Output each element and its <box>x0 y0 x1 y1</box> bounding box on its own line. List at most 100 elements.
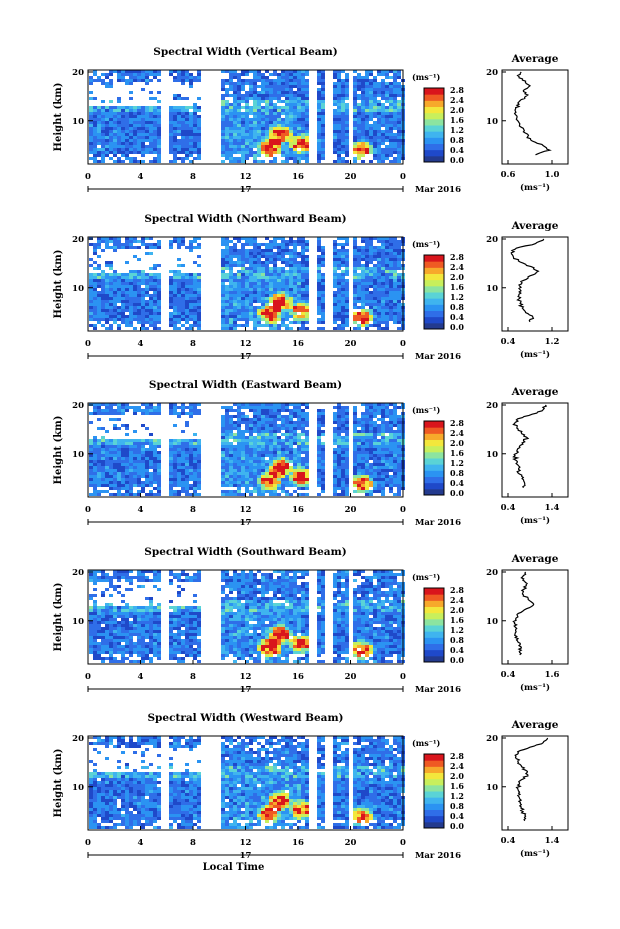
heatmap-cell <box>157 303 161 306</box>
heatmap-cell <box>109 85 113 88</box>
heatmap-cell <box>365 112 369 115</box>
heatmap-cell <box>317 327 321 330</box>
heatmap-cell <box>337 430 341 433</box>
heatmap-cell <box>273 157 277 160</box>
heatmap-cell <box>89 469 93 472</box>
heatmap-cell <box>257 466 261 469</box>
heatmap-cell <box>373 451 377 454</box>
heatmap-cell <box>361 288 365 291</box>
heatmap-cell <box>105 406 109 409</box>
heatmap-cell <box>289 439 293 442</box>
heatmap-cell <box>225 285 229 288</box>
heatmap-cell <box>261 124 265 127</box>
heatmap-cell <box>257 79 261 82</box>
heatmap-cell <box>377 321 381 324</box>
heatmap-cell <box>341 82 345 85</box>
heatmap-cell <box>365 118 369 121</box>
heatmap-cell <box>317 475 321 478</box>
heatmap-cell <box>345 115 349 118</box>
heatmap-cell <box>281 279 285 282</box>
heatmap-cell <box>113 424 117 427</box>
heatmap-cell <box>373 321 377 324</box>
heatmap-cell <box>221 133 225 136</box>
heatmap-cell <box>221 285 225 288</box>
heatmap-cell <box>245 136 249 139</box>
heatmap-cell <box>369 103 373 106</box>
heatmap-cell <box>305 85 309 88</box>
heatmap-cell <box>333 318 337 321</box>
heatmap-cell <box>189 315 193 318</box>
heatmap-cell <box>261 91 265 94</box>
colorbar-segment <box>424 285 444 293</box>
heatmap-cell <box>169 448 173 451</box>
heatmap-cell <box>133 412 137 415</box>
heatmap-cell <box>121 457 125 460</box>
heatmap-cell <box>237 148 241 151</box>
heatmap-cell <box>237 136 241 139</box>
heatmap-cell <box>377 267 381 270</box>
heatmap-cell <box>373 133 377 136</box>
heatmap-cell <box>269 270 273 273</box>
heatmap-cell <box>365 288 369 291</box>
heatmap-cell <box>373 76 377 79</box>
heatmap-cell <box>257 475 261 478</box>
heatmap-cell <box>293 118 297 121</box>
heatmap-cell <box>241 291 245 294</box>
heatmap-cell <box>253 100 257 103</box>
heatmap-cell <box>113 127 117 130</box>
heatmap-cell <box>365 97 369 100</box>
heatmap-cell <box>189 327 193 330</box>
heatmap-cell <box>173 327 177 330</box>
heatmap-cell <box>273 243 277 246</box>
heatmap-cell <box>241 249 245 252</box>
average-x-tick-label: 1.2 <box>545 337 560 347</box>
heatmap-cell <box>145 109 149 112</box>
heatmap-cell <box>301 318 305 321</box>
heatmap-cell <box>197 472 201 475</box>
heatmap-cell <box>365 103 369 106</box>
heatmap-cell <box>89 121 93 124</box>
heatmap-cell <box>101 79 105 82</box>
heatmap-cell <box>269 294 273 297</box>
heatmap-cell <box>397 106 401 109</box>
heatmap-cell <box>153 121 157 124</box>
heatmap-cell <box>393 267 397 270</box>
heatmap-cell <box>181 466 185 469</box>
heatmap-cell <box>361 270 365 273</box>
heatmap-cell <box>197 121 201 124</box>
heatmap-cell <box>253 130 257 133</box>
heatmap-cell <box>249 121 253 124</box>
heatmap-cell <box>289 303 293 306</box>
heatmap-cell <box>269 433 273 436</box>
heatmap-cell <box>281 124 285 127</box>
heatmap-cell <box>233 76 237 79</box>
heatmap-cell <box>153 475 157 478</box>
heatmap-cell <box>89 460 93 463</box>
heatmap-cell <box>181 324 185 327</box>
heatmap-cell <box>253 91 257 94</box>
heatmap-cell <box>173 403 177 406</box>
heatmap-cell <box>245 424 249 427</box>
heatmap-cell <box>293 409 297 412</box>
heatmap-cell <box>301 448 305 451</box>
heatmap-cell <box>285 142 289 145</box>
heatmap-cell <box>369 148 373 151</box>
heatmap-cell <box>101 291 105 294</box>
heatmap-cell <box>177 115 181 118</box>
heatmap-cell <box>185 472 189 475</box>
heatmap-cell <box>145 291 149 294</box>
heatmap-cell <box>257 406 261 409</box>
heatmap-cell <box>281 312 285 315</box>
heatmap-cell <box>89 439 93 442</box>
heatmap-cell <box>109 124 113 127</box>
heatmap-cell <box>281 142 285 145</box>
heatmap-cell <box>97 315 101 318</box>
heatmap-cell <box>305 243 309 246</box>
heatmap-cell <box>189 133 193 136</box>
heatmap-cell <box>353 469 357 472</box>
heatmap-cell <box>129 145 133 148</box>
heatmap-cell <box>341 100 345 103</box>
colorbar-tick-label: 0.8 <box>450 302 464 312</box>
heatmap-cell <box>225 294 229 297</box>
heatmap-cell <box>257 424 261 427</box>
